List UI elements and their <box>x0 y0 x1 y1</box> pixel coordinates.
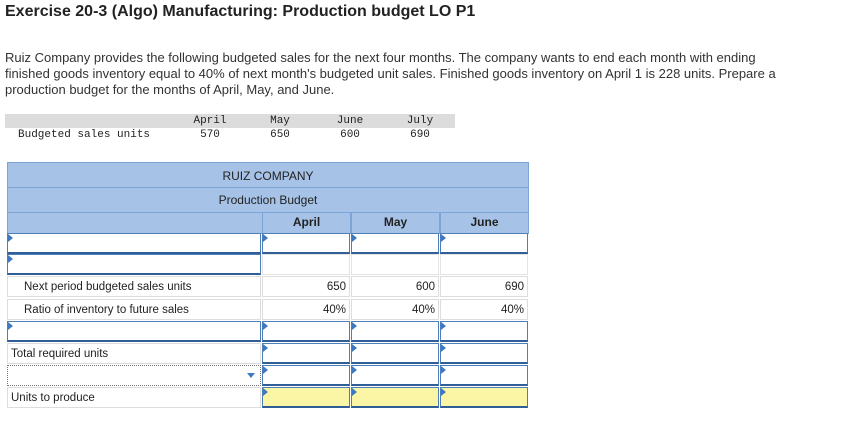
value-cell: 40% <box>262 299 350 320</box>
label-input[interactable] <box>7 254 261 275</box>
value-input[interactable] <box>262 321 350 342</box>
value-input[interactable] <box>440 365 528 386</box>
sales-header-bg <box>5 114 455 128</box>
value-input[interactable] <box>440 321 528 342</box>
value-cell: 40% <box>440 299 528 320</box>
value-input[interactable] <box>262 343 350 364</box>
column-header-text: May <box>383 215 408 229</box>
value-input[interactable] <box>440 343 528 364</box>
value-input[interactable] <box>351 233 439 254</box>
row-label: Units to produce <box>7 387 261 408</box>
instruction-line: finished goods inventory equal to 40% of… <box>5 66 776 81</box>
value-input[interactable] <box>351 365 439 386</box>
instruction-line: Ruiz Company provides the following budg… <box>5 50 756 65</box>
column-header-text: April <box>292 215 321 229</box>
sales-col-header: June <box>336 115 364 127</box>
sales-value: 690 <box>410 129 430 141</box>
sales-col-header: May <box>270 115 290 127</box>
value-input[interactable] <box>351 321 439 342</box>
result-input[interactable] <box>351 387 439 408</box>
row-label: Next period budgeted sales units <box>7 276 261 297</box>
instruction-line: production budget for the months of Apri… <box>5 82 335 97</box>
row-label: Total required units <box>7 343 261 364</box>
value-cell: 650 <box>262 276 350 297</box>
label-input[interactable] <box>7 233 261 254</box>
column-header-text: June <box>470 215 499 229</box>
empty-cell <box>262 254 350 275</box>
value-input[interactable] <box>262 233 350 254</box>
empty-cell <box>440 254 528 275</box>
result-input[interactable] <box>262 387 350 408</box>
result-input[interactable] <box>440 387 528 408</box>
sales-value: 570 <box>200 129 220 141</box>
sales-value: 600 <box>340 129 360 141</box>
sales-value: 650 <box>270 129 290 141</box>
value-cell: 40% <box>351 299 439 320</box>
table-header <box>7 212 263 234</box>
value-cell: 690 <box>440 276 528 297</box>
row-label: Ratio of inventory to future sales <box>7 299 261 320</box>
budget-subtitle: Production Budget <box>218 193 318 207</box>
sales-row-label: Budgeted sales units <box>18 129 151 141</box>
value-input[interactable] <box>262 365 350 386</box>
value-cell: 600 <box>351 276 439 297</box>
empty-cell <box>351 254 439 275</box>
page-title: Exercise 20-3 (Algo) Manufacturing: Prod… <box>5 3 476 20</box>
label-dropdown[interactable] <box>7 365 261 386</box>
sales-col-header: July <box>406 115 434 127</box>
dropdown-arrow <box>247 373 255 378</box>
sales-col-header: April <box>193 115 227 127</box>
company-name: RUIZ COMPANY <box>222 169 314 183</box>
label-input[interactable] <box>7 321 261 342</box>
value-input[interactable] <box>351 343 439 364</box>
value-input[interactable] <box>440 233 528 254</box>
